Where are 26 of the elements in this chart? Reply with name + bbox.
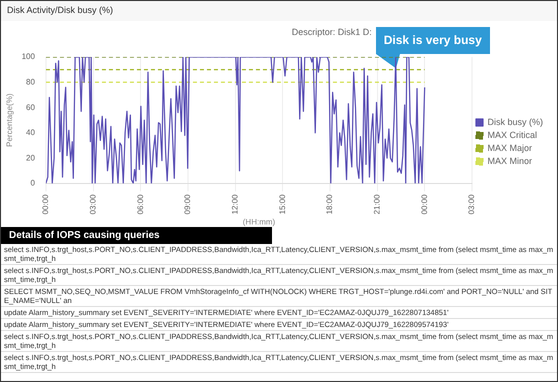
annotation: Disk is very busy xyxy=(376,27,490,54)
x-tick-label: 03:00 xyxy=(467,194,476,214)
chart-title: Disk Activity/Disk busy (%) xyxy=(1,1,557,21)
legend-label: MAX Minor xyxy=(487,156,532,166)
text: Details of IOPS causing queries xyxy=(1,227,272,244)
y-tick-label: 0 xyxy=(30,178,36,188)
legend-label: MAX Major xyxy=(487,142,532,153)
legend-label: MAX Critical xyxy=(487,130,538,140)
y-tick-label: 60 xyxy=(26,102,36,112)
x-tick-label: 12:00 xyxy=(230,194,240,214)
x-tick-label: 15:00 xyxy=(278,194,287,214)
y-tick-label: 100 xyxy=(22,52,36,62)
x-axis-title: (HH:mm) xyxy=(242,217,276,226)
y-tick-label: 20 xyxy=(26,153,36,162)
legend-label: Disk busy (%) xyxy=(487,116,544,127)
y-axis-title: Percentage(%) xyxy=(5,93,14,147)
y-tick-label: 40 xyxy=(26,128,36,138)
x-tick-label: 00:00 xyxy=(420,194,429,214)
y-tick-label: 80 xyxy=(26,77,36,86)
x-tick-label: 03:00 xyxy=(88,194,98,214)
x-tick-label: 06:00 xyxy=(136,194,145,214)
x-tick-label: 21:00 xyxy=(372,194,382,214)
x-tick-label: 18:00 xyxy=(325,194,334,214)
chart-subtitle: Descriptor: Disk1 D: xyxy=(292,27,372,37)
x-tick-label: 09:00 xyxy=(183,194,192,214)
x-tick-label: 00:00 xyxy=(41,194,50,214)
